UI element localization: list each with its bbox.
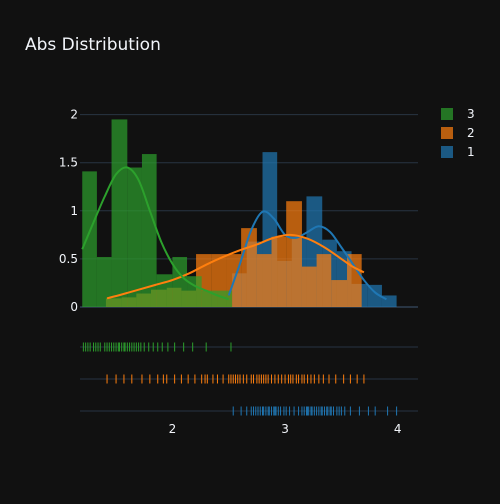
histogram-bar-2	[256, 254, 272, 307]
histogram-bar-3	[141, 154, 157, 307]
histogram-bar-1	[381, 295, 397, 307]
histogram-bar-2	[286, 201, 302, 307]
legend-label-2: 2	[467, 126, 475, 140]
y-tick-label: 2	[70, 108, 78, 122]
histogram-bar-3	[111, 119, 128, 307]
histogram-bar-3	[96, 256, 112, 307]
histogram-bar-1	[367, 284, 382, 307]
legend-swatch-1	[441, 146, 453, 158]
histogram-bar-2	[271, 236, 287, 307]
legend[interactable]: 3 2 1	[441, 107, 475, 159]
histogram-bar-2	[301, 266, 317, 307]
axis-labels: 0 0.5 1 1.5 2 2 3 4	[59, 108, 402, 436]
x-tick-label: 4	[394, 422, 402, 436]
histogram-bar-2	[331, 280, 348, 307]
histogram-bar-2	[241, 228, 257, 307]
legend-item-1[interactable]: 1	[441, 145, 475, 159]
y-tick-label: 0.5	[59, 252, 78, 266]
histogram-bar-3	[172, 256, 188, 307]
legend-label-1: 1	[467, 145, 475, 159]
chart-title: Abs Distribution	[25, 35, 161, 55]
rug-plots	[82, 342, 398, 416]
histogram-bar-3	[156, 274, 173, 307]
x-tick-label: 3	[281, 422, 289, 436]
histogram-bar-2	[316, 254, 332, 307]
histogram-bar-2	[347, 254, 362, 307]
legend-label-3: 3	[467, 107, 475, 121]
y-tick-label: 0	[70, 300, 78, 314]
kde-line-3	[81, 166, 230, 301]
y-tick-label: 1	[70, 204, 78, 218]
kde-line-2	[106, 233, 365, 300]
legend-swatch-3	[441, 108, 453, 120]
legend-swatch-2	[441, 127, 453, 139]
histogram-bar-3	[82, 171, 97, 307]
histogram-bar-3	[127, 167, 142, 307]
x-tick-label: 2	[169, 422, 177, 436]
legend-item-2[interactable]: 2	[441, 126, 475, 140]
kde-line-1	[227, 210, 387, 301]
legend-item-3[interactable]: 3	[441, 107, 475, 121]
y-tick-label: 1.5	[59, 156, 78, 170]
kde-curves	[81, 166, 387, 301]
histogram-bar-3	[187, 276, 202, 307]
